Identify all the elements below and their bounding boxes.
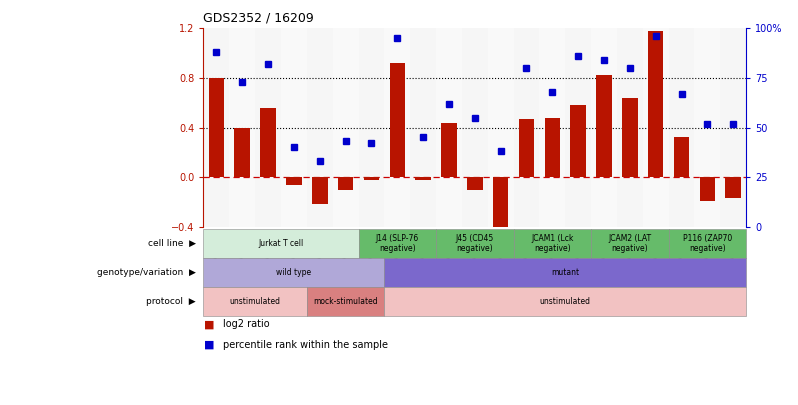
Bar xyxy=(462,28,488,227)
Bar xyxy=(338,177,354,190)
Bar xyxy=(229,28,255,227)
Bar xyxy=(389,63,405,177)
Text: J14 (SLP-76
negative): J14 (SLP-76 negative) xyxy=(376,234,419,253)
Bar xyxy=(203,28,229,227)
Bar xyxy=(544,117,560,177)
Text: ■: ■ xyxy=(203,320,214,329)
Bar xyxy=(255,28,281,227)
Bar xyxy=(208,78,224,177)
Bar xyxy=(519,119,534,177)
Bar xyxy=(669,28,694,227)
Text: J45 (CD45
negative): J45 (CD45 negative) xyxy=(456,234,494,253)
Text: unstimulated: unstimulated xyxy=(230,297,281,306)
Text: ■: ■ xyxy=(203,340,214,350)
Text: percentile rank within the sample: percentile rank within the sample xyxy=(223,340,389,350)
Bar xyxy=(565,28,591,227)
Bar xyxy=(307,28,333,227)
Bar xyxy=(694,28,721,227)
Bar xyxy=(488,28,514,227)
Bar xyxy=(725,177,741,198)
Bar xyxy=(642,28,669,227)
Bar xyxy=(571,105,586,177)
Bar xyxy=(617,28,642,227)
Text: mutant: mutant xyxy=(551,268,579,277)
Bar xyxy=(436,28,462,227)
Text: protocol  ▶: protocol ▶ xyxy=(146,297,196,306)
Bar xyxy=(622,98,638,177)
Bar xyxy=(596,75,612,177)
Bar xyxy=(385,28,410,227)
Bar xyxy=(493,177,508,244)
Bar xyxy=(441,123,456,177)
Bar xyxy=(358,28,385,227)
Bar xyxy=(286,177,302,185)
Bar xyxy=(416,177,431,180)
Bar xyxy=(648,31,663,177)
Text: P116 (ZAP70
negative): P116 (ZAP70 negative) xyxy=(683,234,732,253)
Text: genotype/variation  ▶: genotype/variation ▶ xyxy=(97,268,196,277)
Text: Jurkat T cell: Jurkat T cell xyxy=(259,239,303,248)
Text: unstimulated: unstimulated xyxy=(539,297,591,306)
Bar xyxy=(260,108,276,177)
Bar xyxy=(700,177,715,201)
Text: GDS2352 / 16209: GDS2352 / 16209 xyxy=(203,11,314,24)
Bar xyxy=(235,128,250,177)
Bar xyxy=(539,28,565,227)
Bar xyxy=(591,28,617,227)
Text: cell line  ▶: cell line ▶ xyxy=(148,239,196,248)
Text: log2 ratio: log2 ratio xyxy=(223,320,270,329)
Bar xyxy=(312,177,327,205)
Text: JCAM1 (Lck
negative): JCAM1 (Lck negative) xyxy=(531,234,574,253)
Bar xyxy=(721,28,746,227)
Text: JCAM2 (LAT
negative): JCAM2 (LAT negative) xyxy=(608,234,651,253)
Bar xyxy=(467,177,483,190)
Bar xyxy=(674,138,689,177)
Text: wild type: wild type xyxy=(276,268,311,277)
Bar xyxy=(514,28,539,227)
Bar xyxy=(333,28,358,227)
Bar xyxy=(281,28,307,227)
Bar xyxy=(364,177,379,180)
Text: mock-stimulated: mock-stimulated xyxy=(314,297,378,306)
Bar xyxy=(410,28,436,227)
